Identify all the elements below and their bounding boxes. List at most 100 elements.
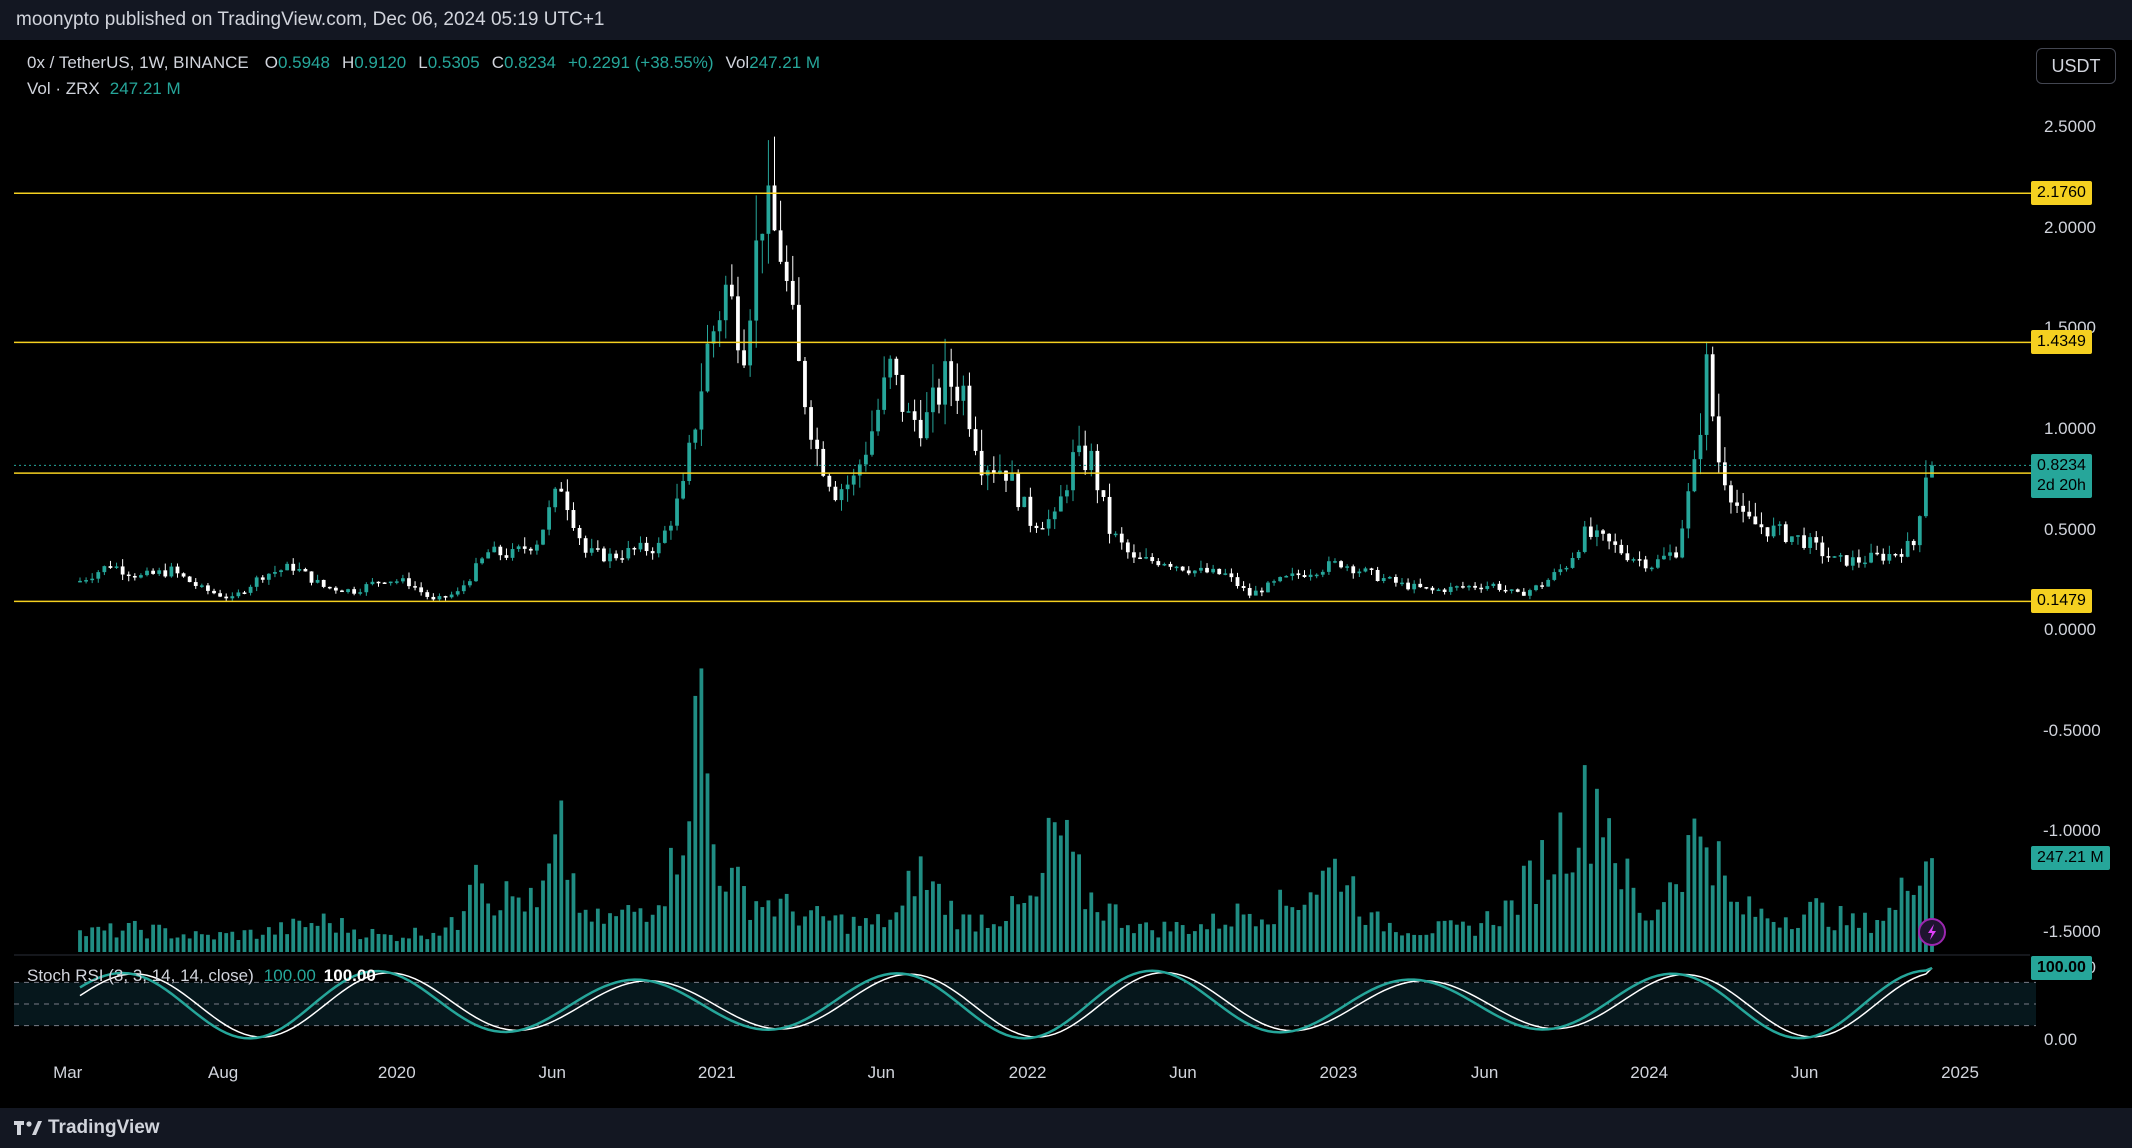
volume-bar <box>571 873 576 952</box>
candle-body <box>1010 472 1014 481</box>
volume-bar <box>1461 921 1465 952</box>
volume-bar <box>1217 928 1222 952</box>
candle-body <box>1735 502 1739 506</box>
candle-body <box>1454 586 1459 588</box>
volume-legend: Vol · ZRX 247.21 M <box>27 79 181 99</box>
volume-bar <box>175 937 180 952</box>
volume-bar <box>748 919 753 952</box>
volume-bar <box>1741 914 1746 952</box>
volume-bar <box>248 929 253 952</box>
volume-bar <box>717 885 722 952</box>
candle-body <box>273 572 277 574</box>
price-tick-label: 2.5000 <box>2044 117 2096 136</box>
time-tick-label: Jun <box>538 1063 566 1082</box>
volume-bar <box>1875 920 1880 952</box>
candle-body <box>327 586 332 589</box>
footer-bar: TradingView <box>0 1108 2132 1148</box>
candle-body <box>297 569 302 571</box>
last-price-value: 0.8234 <box>2037 457 2086 475</box>
candle-body <box>583 538 588 553</box>
volume-bar <box>1716 841 1721 952</box>
candle-body <box>242 592 247 594</box>
volume-bar <box>1844 925 1849 952</box>
volume-bar <box>139 929 143 952</box>
candle-body <box>78 580 82 583</box>
candle-body <box>1314 574 1319 577</box>
volume-bar <box>1564 873 1569 952</box>
candle-body <box>1278 577 1283 582</box>
volume-bar <box>1485 911 1490 952</box>
volume-bar <box>845 933 850 952</box>
volume-bar <box>1345 885 1350 952</box>
candle-body <box>1521 591 1526 596</box>
candle-body <box>1229 573 1234 578</box>
volume-bar <box>145 938 149 952</box>
volume-bar <box>1046 817 1051 952</box>
candle-body <box>614 553 618 559</box>
candle-body <box>888 358 893 378</box>
volume-bar <box>1040 872 1045 952</box>
candle-body <box>1704 354 1709 435</box>
volume-bar <box>1826 926 1831 952</box>
volume-bar <box>486 903 491 952</box>
candle-body <box>1333 561 1337 563</box>
volume-bar <box>504 881 509 952</box>
volume-bar <box>924 889 929 952</box>
volume-bar <box>291 918 296 952</box>
candle-body <box>1741 505 1746 512</box>
candle-body <box>1418 583 1423 588</box>
candle-body <box>1156 561 1161 566</box>
volume-bar <box>1077 854 1081 952</box>
candle-body <box>1071 452 1075 491</box>
candle-body <box>632 548 637 550</box>
close-value: 0.8234 <box>503 53 556 72</box>
volume-bar <box>1619 889 1624 952</box>
volume-bar <box>340 918 344 952</box>
stoch-rsi-label[interactable]: Stoch RSI (3, 3, 14, 14, close) <box>27 966 254 985</box>
volume-bar <box>760 907 765 952</box>
volume-bar <box>1710 885 1715 952</box>
candle-body <box>991 470 996 473</box>
volume-bar <box>1546 879 1551 952</box>
candle-body <box>1832 556 1837 558</box>
volume-bar <box>157 924 162 952</box>
price-tick-label: -1.5000 <box>2043 922 2101 941</box>
candle-body <box>230 596 235 599</box>
volume-bar <box>1205 929 1209 952</box>
symbol-name[interactable]: 0x / TetherUS, 1W, BINANCE <box>27 53 249 72</box>
candle-body <box>407 578 411 587</box>
candle-body <box>1247 587 1252 596</box>
volume-bar <box>991 924 996 952</box>
volume-bar <box>1528 860 1532 952</box>
volume-bar <box>1199 924 1203 952</box>
volume-bar <box>1668 882 1672 952</box>
candle-body <box>321 579 326 587</box>
candle-body <box>169 566 174 577</box>
candle-body <box>1869 552 1873 563</box>
candle-body <box>1308 574 1313 578</box>
volume-bar <box>309 923 314 952</box>
volume-bar <box>961 914 966 952</box>
candle-body <box>1138 557 1142 560</box>
volume-bar <box>839 914 844 952</box>
symbol-legend: 0x / TetherUS, 1W, BINANCE O 0.5948 H 0.91… <box>27 53 832 73</box>
volume-bar <box>626 905 631 952</box>
candle-body <box>1461 586 1465 588</box>
candle-body <box>1924 477 1928 517</box>
volume-bar <box>1454 924 1459 952</box>
candle-body <box>1613 541 1618 545</box>
volume-bar <box>1930 858 1934 952</box>
candle-body <box>937 387 941 405</box>
candle-body <box>431 596 436 600</box>
volume-bar <box>900 905 905 952</box>
volume-bar <box>1832 930 1837 952</box>
currency-button[interactable]: USDT <box>2036 48 2116 84</box>
volume-bar <box>1850 913 1855 952</box>
candle-body <box>595 548 600 550</box>
volume-bar <box>1881 920 1886 952</box>
volume-bar <box>1558 812 1563 952</box>
volume-bar <box>675 874 679 952</box>
volume-bar <box>1089 892 1094 952</box>
last-price-label: 0.8234 2d 20h <box>2031 454 2092 499</box>
